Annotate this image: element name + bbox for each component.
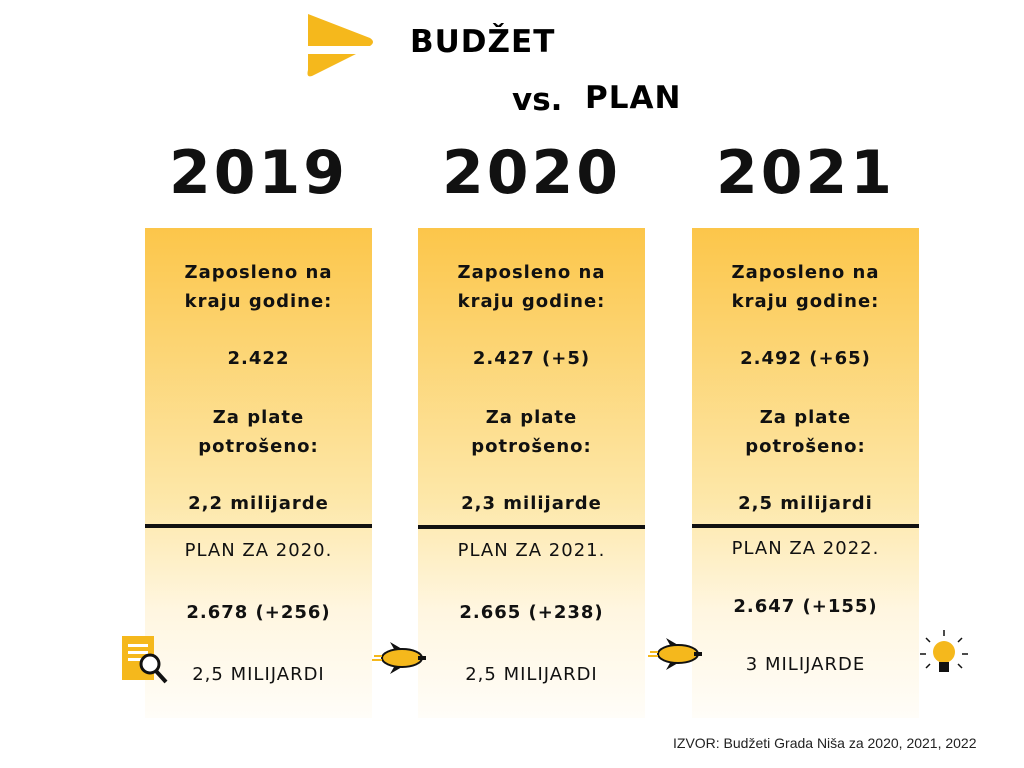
column: Zaposleno na kraju godine: 2.427 (+5) Za p… [418,228,645,718]
plan-title: PLAN ZA 2022. [731,538,880,559]
bulb-icon [920,630,968,672]
salary: 2,2 milijarde [188,493,329,514]
rocket-icon [648,638,702,670]
rocket-icon [372,642,426,674]
plan: PLAN [585,80,682,116]
year: 2021 [716,138,895,208]
column: Zaposleno na kraju godine: 2.422 Za plate … [145,228,372,718]
plan-employed: 2.647 (+155) [733,596,878,617]
employed: 2.427 (+5) [472,348,591,369]
year: 2020 [442,138,621,208]
title: BUDŽET [410,24,556,60]
plan-employed: 2.678 (+256) [186,602,331,623]
plan-employed: 2.665 (+238) [459,602,604,623]
plan-salary: 2,5 MILIJARDI [465,664,598,685]
employed-label: Zaposleno na kraju godine: [731,262,880,312]
year: 2019 [169,138,348,208]
source: IZVOR: Budžeti Grada Niša za 2020, 2021,… [673,735,977,751]
plan-salary: 3 MILIJARDE [745,654,866,675]
doc-icon [122,636,168,684]
logo [307,14,373,77]
plan-title: PLAN ZA 2021. [457,540,606,561]
salary-label: Za plate potrošeno: [745,407,866,457]
plan-title: PLAN ZA 2020. [184,540,333,561]
salary-label: Za plate potrošeno: [471,407,592,457]
divider [418,525,645,529]
employed-label: Zaposleno na kraju godine: [184,262,333,312]
vs: vs. [512,82,563,118]
divider [692,524,919,528]
divider [145,524,372,528]
salary: 2,5 milijardi [738,493,873,514]
salary: 2,3 milijarde [461,493,602,514]
salary-label: Za plate potrošeno: [198,407,319,457]
employed: 2.492 (+65) [740,348,871,369]
employed: 2.422 [227,348,290,369]
plan-salary: 2,5 MILIJARDI [192,664,325,685]
column: Zaposleno na kraju godine: 2.492 (+65) Za … [692,228,919,718]
employed-label: Zaposleno na kraju godine: [457,262,606,312]
